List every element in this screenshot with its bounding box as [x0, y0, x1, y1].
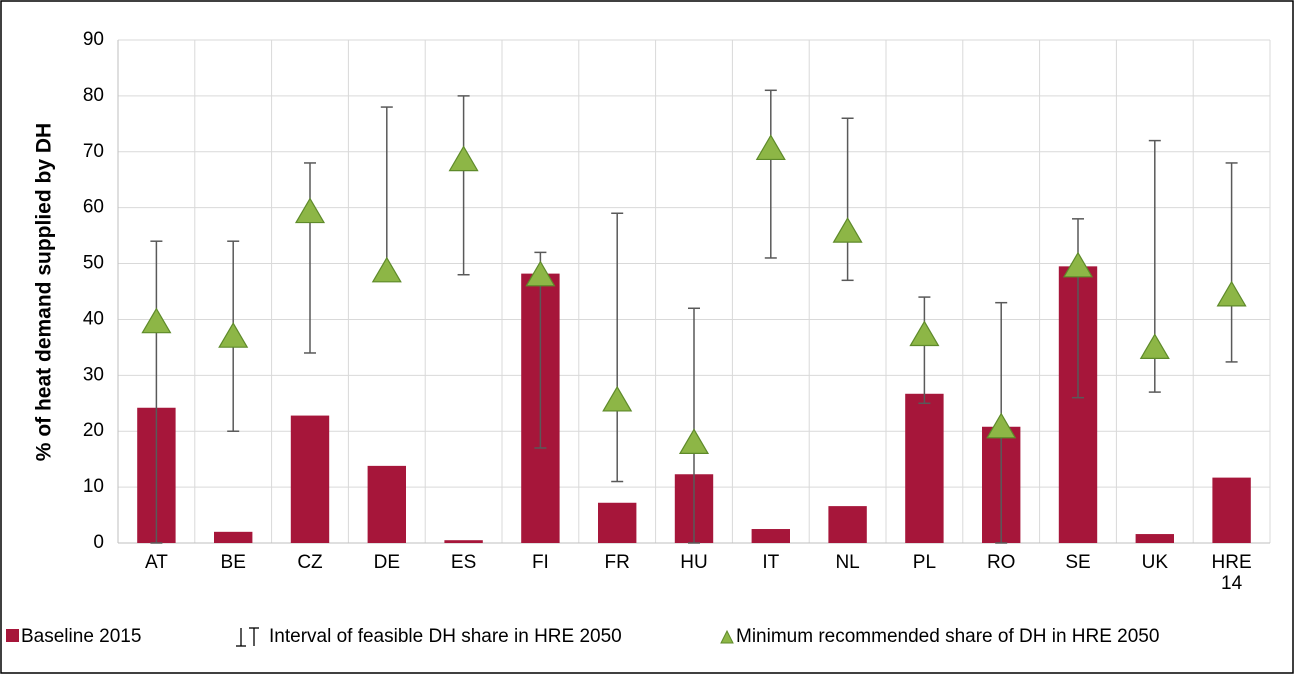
y-tick-label: 80: [83, 85, 104, 106]
marker: [832, 216, 863, 243]
marker: [678, 428, 710, 454]
marker: [371, 256, 402, 283]
bar: [598, 502, 637, 543]
marker: [525, 260, 556, 287]
bar: [290, 415, 330, 543]
bar: [367, 465, 406, 543]
legend-label: Interval of feasible DH share in HRE 205…: [269, 626, 622, 647]
marker: [218, 322, 249, 348]
x-tick-label: SE: [1065, 552, 1090, 573]
marker: [909, 320, 940, 347]
x-tick-label: RO: [987, 552, 1016, 573]
bar: [1212, 477, 1251, 543]
x-tick-label: ES: [451, 552, 476, 573]
y-tick-label: 20: [83, 420, 104, 441]
marker: [1139, 333, 1170, 359]
marker: [294, 197, 326, 224]
x-tick-label: UK: [1142, 552, 1169, 573]
legend-swatch-marker: [720, 629, 734, 644]
y-tick-label: 60: [83, 197, 104, 218]
x-tick-label: DE: [374, 552, 400, 573]
marker: [1216, 280, 1247, 307]
marker: [602, 385, 633, 412]
bar: [751, 529, 790, 543]
x-tick-label: FR: [605, 552, 630, 573]
x-tick-label: CZ: [297, 552, 323, 573]
y-axis-label: % of heat demand supplied by DH: [33, 123, 56, 461]
x-tick-label: PL: [913, 552, 936, 573]
marker: [141, 307, 172, 334]
legend-swatch-bar: [6, 629, 19, 642]
y-tick-label: 90: [83, 29, 104, 50]
y-tick-label: 10: [83, 476, 104, 497]
x-tick-label: BE: [221, 552, 246, 573]
marker: [986, 412, 1017, 439]
bar: [905, 393, 944, 543]
y-tick-label: 30: [83, 364, 104, 385]
y-tick-label: 70: [83, 141, 104, 162]
y-tick-label: 40: [83, 308, 104, 329]
marker: [448, 145, 479, 172]
legend-label: Minimum recommended share of DH in HRE 2…: [736, 626, 1159, 647]
bar: [1135, 534, 1174, 543]
x-tick-label: IT: [762, 552, 779, 573]
legend-swatch-interval: [236, 627, 259, 647]
x-tick-label: HRE 14: [1212, 552, 1252, 594]
bar: [214, 531, 253, 543]
y-tick-label: 0: [93, 532, 104, 553]
x-tick-label: FI: [532, 552, 549, 573]
bar: [444, 540, 483, 543]
y-tick-label: 50: [83, 253, 104, 274]
x-tick-label: HU: [680, 552, 707, 573]
legend-label: Baseline 2015: [21, 626, 141, 647]
bar: [828, 506, 867, 543]
marker: [755, 134, 786, 161]
x-tick-label: NL: [835, 552, 859, 573]
x-tick-label: AT: [145, 552, 168, 573]
marker: [1062, 251, 1094, 278]
